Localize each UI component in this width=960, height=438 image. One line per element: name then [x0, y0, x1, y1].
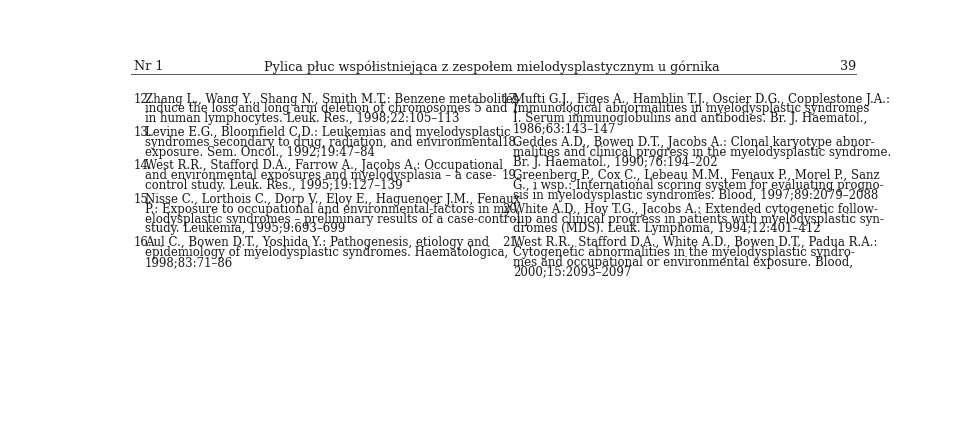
Text: West R.R., Stafford D.A., White A.D., Bowen D.T., Padua R.A.:: West R.R., Stafford D.A., White A.D., Bo…: [513, 236, 877, 249]
Text: and environmental exposures and myelodysplasia – a case-: and environmental exposures and myelodys…: [145, 170, 496, 182]
Text: 20.: 20.: [502, 203, 520, 215]
Text: exposure. Sem. Oncol., 1992;19:47–84: exposure. Sem. Oncol., 1992;19:47–84: [145, 146, 374, 159]
Text: Levine E.G., Bloomfield C.D.: Leukemias and myelodysplastic: Levine E.G., Bloomfield C.D.: Leukemias …: [145, 126, 511, 139]
Text: P.: Exposure to occupational and environmental-factors in my-: P.: Exposure to occupational and environ…: [145, 203, 515, 215]
Text: 2000;15:2093–2097: 2000;15:2093–2097: [513, 266, 632, 279]
Text: sis in myelodysplastic syndromes. Blood, 1997;89:2079–2088: sis in myelodysplastic syndromes. Blood,…: [513, 189, 878, 202]
Text: mes and occupational or environmental exposure. Blood,: mes and occupational or environmental ex…: [513, 256, 852, 269]
Text: Zhang L., Wang Y., Shang N., Smith M.T.: Benzene metabolites: Zhang L., Wang Y., Shang N., Smith M.T.:…: [145, 92, 518, 106]
Text: malities and clinical progress in the myelodysplastic syndrome.: malities and clinical progress in the my…: [513, 146, 891, 159]
Text: Mufti G.J., Figes A., Hamblin T.J., Oscier D.G., Copplestone J.A.:: Mufti G.J., Figes A., Hamblin T.J., Osci…: [513, 92, 890, 106]
Text: induce the loss and long arm deletion of chromosomes 5 and 7: induce the loss and long arm deletion of…: [145, 102, 518, 116]
Text: 1986;63:143–147: 1986;63:143–147: [513, 122, 616, 135]
Text: Aul C., Bowen D.T., Yoshida Y.: Pathogenesis, etiology and: Aul C., Bowen D.T., Yoshida Y.: Pathogen…: [145, 236, 489, 249]
Text: West R.R., Stafford D.A., Farrow A., Jacobs A.: Occupational: West R.R., Stafford D.A., Farrow A., Jac…: [145, 159, 503, 173]
Text: Immunological abnormalities in myelodysplastic syndromes: Immunological abnormalities in myelodysp…: [513, 102, 870, 116]
Text: 16.: 16.: [134, 236, 153, 249]
Text: I. Serum immunoglobulins and antibodies. Br. J. Haematol.,: I. Serum immunoglobulins and antibodies.…: [513, 112, 867, 125]
Text: 19.: 19.: [502, 170, 520, 182]
Text: 12.: 12.: [134, 92, 153, 106]
Text: dromes (MDS). Leuk. Lymphoma, 1994;12:401–412: dromes (MDS). Leuk. Lymphoma, 1994;12:40…: [513, 223, 821, 235]
Text: Br. J. Haematol., 1990;76:194–202: Br. J. Haematol., 1990;76:194–202: [513, 155, 717, 169]
Text: Greenberg P., Cox C., Lebeau M.M., Fenaux P., Morel P., Sanz: Greenberg P., Cox C., Lebeau M.M., Fenau…: [513, 170, 879, 182]
Text: 13.: 13.: [134, 126, 153, 139]
Text: Cytogenetic abnormalities in the myelodysplastic syndro-: Cytogenetic abnormalities in the myelody…: [513, 246, 854, 259]
Text: 17.: 17.: [502, 92, 520, 106]
Text: Geddes A.D., Bowen D.T., Jacobs A.: Clonal karyotype abnor-: Geddes A.D., Bowen D.T., Jacobs A.: Clon…: [513, 136, 875, 149]
Text: Pylica płuc współistniejąca z zespołem mielodysplastycznym u górnika: Pylica płuc współistniejąca z zespołem m…: [264, 60, 720, 74]
Text: White A.D., Hoy T.G., Jacobs A.: Extended cytogenetic follow-: White A.D., Hoy T.G., Jacobs A.: Extende…: [513, 203, 877, 215]
Text: -up and clinical progress in patients with myelodysplastic syn-: -up and clinical progress in patients wi…: [513, 212, 884, 226]
Text: G., i wsp.: International scoring system for evaluating progno-: G., i wsp.: International scoring system…: [513, 179, 883, 192]
Text: elodysplastic syndromes – preliminary results of a case-control: elodysplastic syndromes – preliminary re…: [145, 212, 520, 226]
Text: 39: 39: [840, 60, 856, 73]
Text: 1998;83:71–86: 1998;83:71–86: [145, 256, 233, 269]
Text: 14.: 14.: [134, 159, 153, 173]
Text: Nr 1: Nr 1: [134, 60, 163, 73]
Text: Nisse C., Lorthois C., Dorp V., Eloy E., Haguenoer J.M., Fenaux: Nisse C., Lorthois C., Dorp V., Eloy E.,…: [145, 193, 520, 206]
Text: study. Leukemia, 1995;9:693–699: study. Leukemia, 1995;9:693–699: [145, 223, 345, 235]
Text: control study. Leuk. Res., 1995;19:127–139: control study. Leuk. Res., 1995;19:127–1…: [145, 179, 402, 192]
Text: 15.: 15.: [134, 193, 153, 206]
Text: 21.: 21.: [502, 236, 520, 249]
Text: in human lymphocytes. Leuk. Res., 1998;22:105–113: in human lymphocytes. Leuk. Res., 1998;2…: [145, 112, 459, 125]
Text: 18.: 18.: [502, 136, 520, 149]
Text: syndromes secondary to drug, radiation, and environmental: syndromes secondary to drug, radiation, …: [145, 136, 502, 149]
Text: epidemiology of myelodysplastic syndromes. Haematologica,: epidemiology of myelodysplastic syndrome…: [145, 246, 508, 259]
